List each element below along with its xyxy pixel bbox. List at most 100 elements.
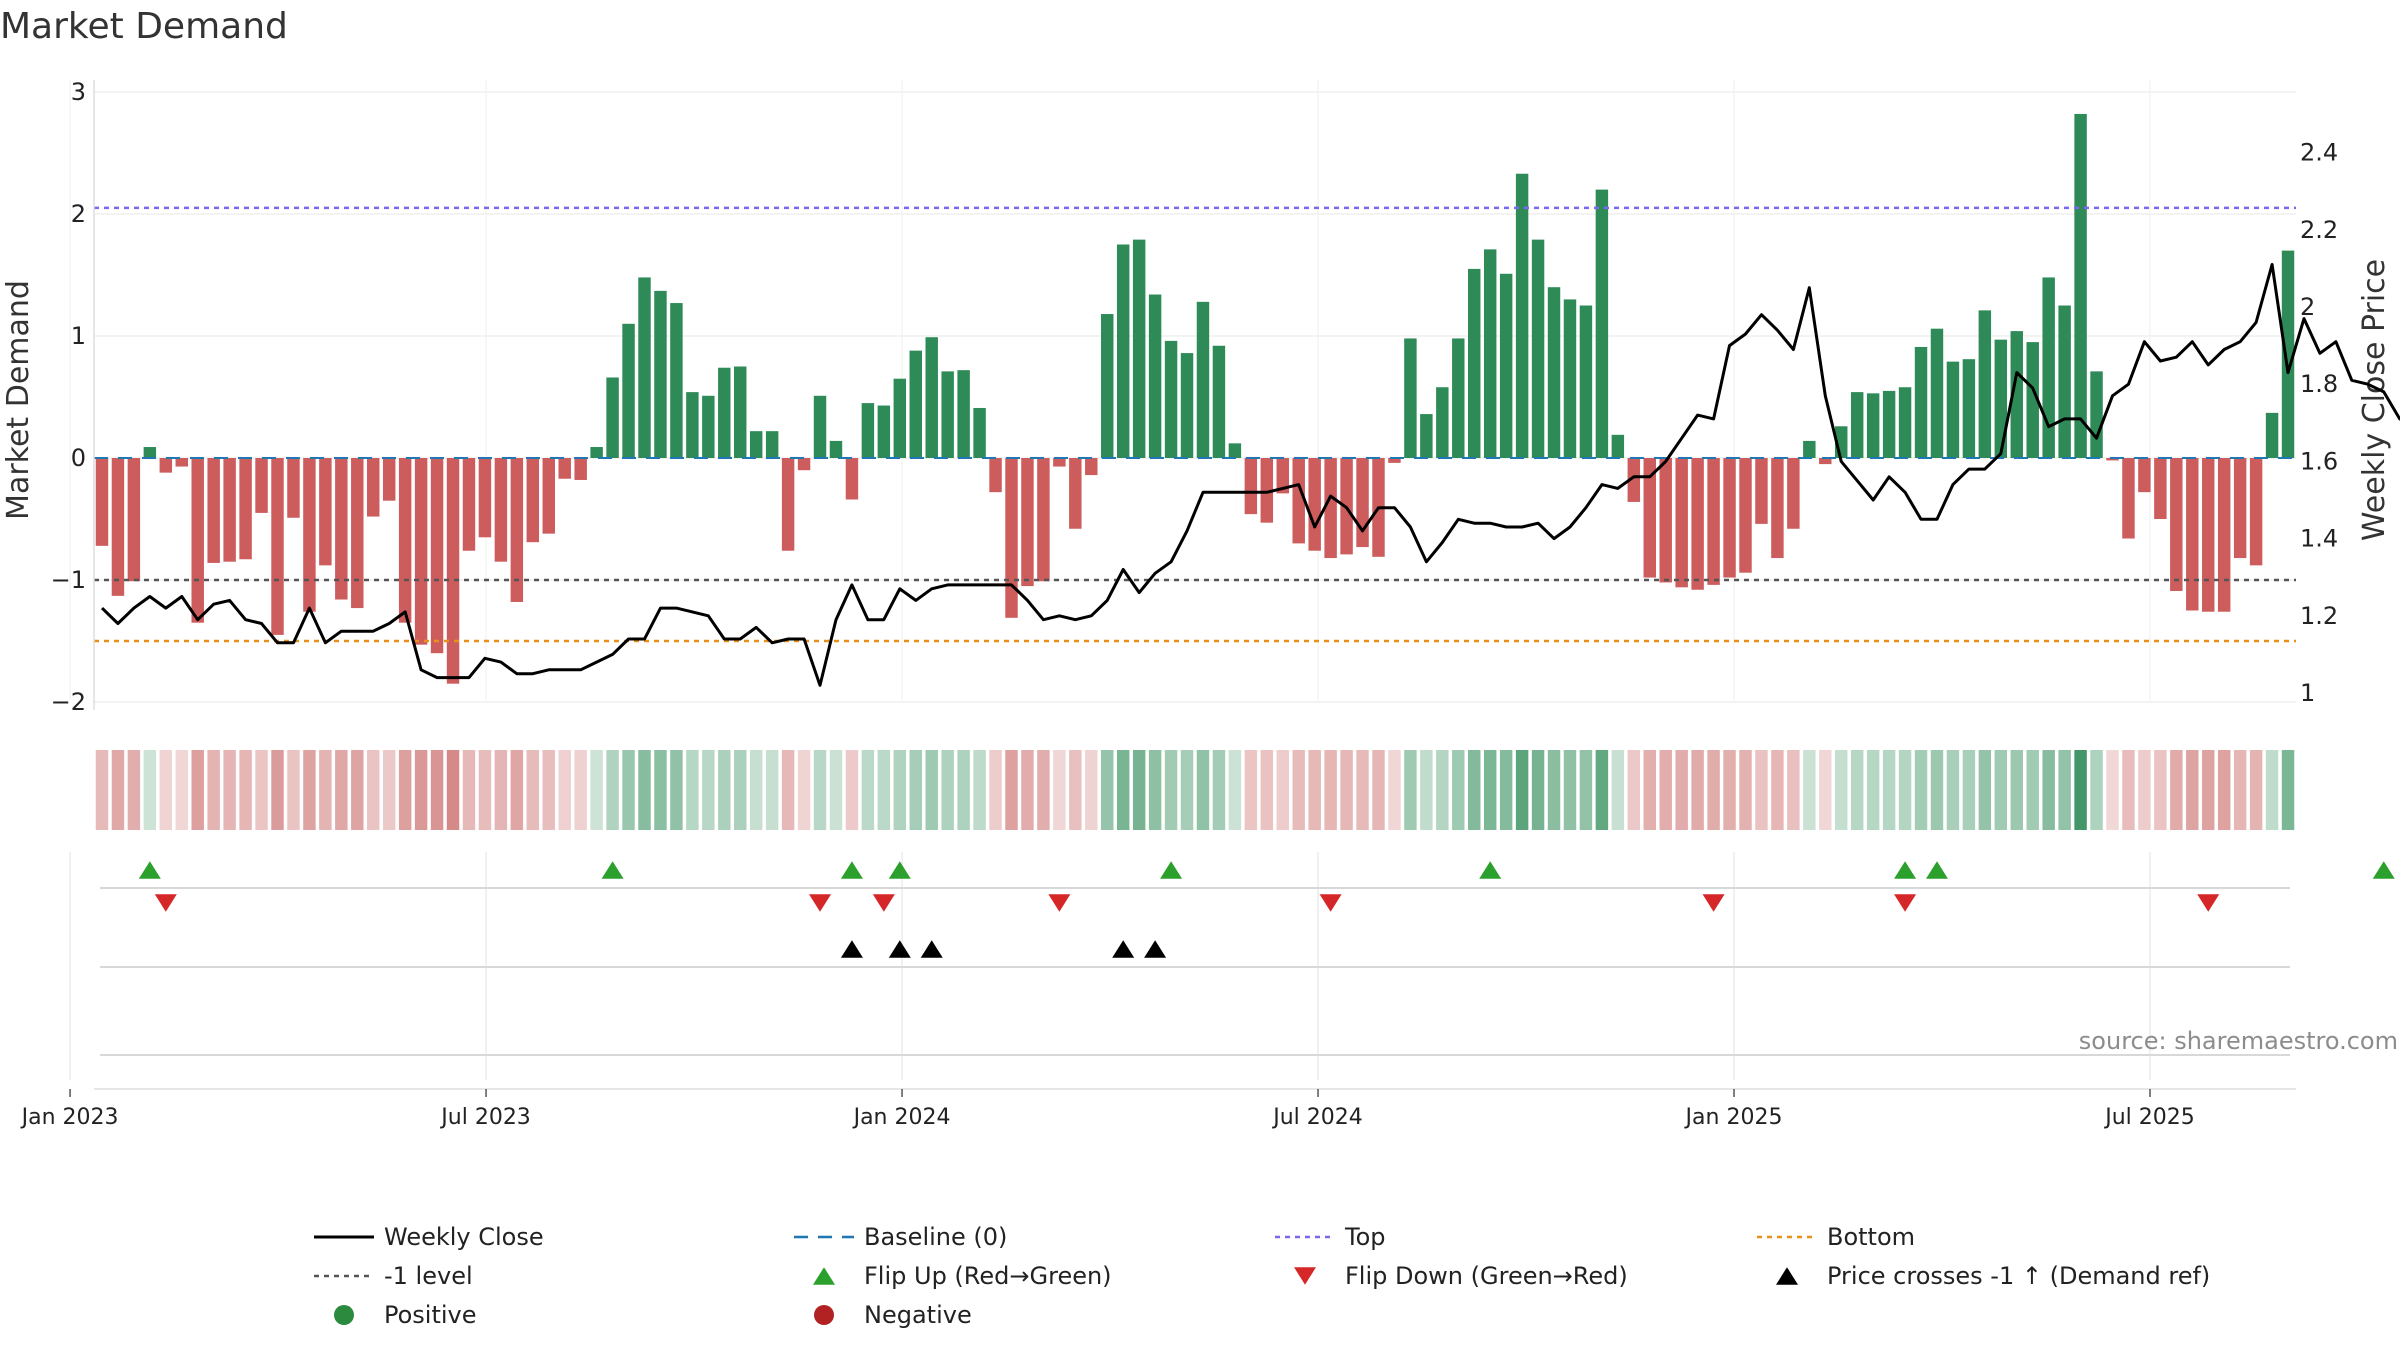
legend-label: Weekly Close bbox=[384, 1223, 544, 1251]
demand-bar-negative bbox=[1260, 458, 1274, 523]
y2-tick-label: 1.8 bbox=[2300, 370, 2338, 398]
demand-bar-positive bbox=[622, 323, 635, 458]
heat-cell bbox=[941, 750, 954, 830]
heat-cell bbox=[877, 750, 891, 830]
heat-cell bbox=[1404, 750, 1417, 830]
heat-cell bbox=[1053, 750, 1066, 830]
demand-bar-positive bbox=[1563, 299, 1577, 458]
demand-bar-positive bbox=[1994, 339, 2008, 458]
demand-bar-negative bbox=[2170, 458, 2183, 591]
heat-cell bbox=[749, 750, 763, 830]
heat-cell bbox=[1819, 750, 1832, 830]
heat-cell bbox=[1292, 750, 1305, 830]
heat-cell bbox=[2249, 750, 2263, 830]
price-cross-marker bbox=[840, 940, 863, 958]
demand-bar-positive bbox=[718, 367, 731, 458]
heat-cell bbox=[1164, 750, 1178, 830]
heat-cell bbox=[319, 750, 332, 830]
heat-cell bbox=[1085, 750, 1098, 830]
heat-cell bbox=[1723, 750, 1736, 830]
heat-cell bbox=[271, 750, 284, 830]
heat-cell bbox=[1436, 750, 1449, 830]
price-cross-marker bbox=[1112, 940, 1135, 958]
chart-title: Market Demand bbox=[0, 6, 288, 47]
demand-bar-negative bbox=[287, 458, 300, 518]
heat-cell bbox=[1739, 750, 1752, 830]
demand-bar-positive bbox=[1228, 443, 1242, 458]
heat-cell bbox=[287, 750, 300, 830]
heat-cell bbox=[2010, 750, 2023, 830]
heat-cell bbox=[734, 750, 747, 830]
demand-bar-negative bbox=[2106, 458, 2119, 461]
x-tick-label: Jan 2023 bbox=[20, 1105, 119, 1130]
heat-cell bbox=[2106, 750, 2119, 830]
heat-cell bbox=[1452, 750, 1465, 830]
demand-bar-negative bbox=[1308, 458, 1321, 551]
demand-bar-negative bbox=[1627, 458, 1641, 502]
heat-cell bbox=[893, 750, 907, 830]
demand-bar-positive bbox=[813, 395, 827, 458]
legend-label: Top bbox=[1344, 1223, 1386, 1251]
demand-bar-negative bbox=[1819, 458, 1832, 465]
demand-bar-positive bbox=[1132, 239, 1146, 458]
demand-bar-negative bbox=[319, 458, 332, 566]
demand-bar-positive bbox=[749, 431, 763, 458]
demand-bar-negative bbox=[2122, 458, 2135, 539]
demand-bar-positive bbox=[1196, 301, 1210, 458]
heat-cell bbox=[1563, 750, 1577, 830]
heat-cell bbox=[1116, 750, 1130, 830]
heat-cell bbox=[797, 750, 811, 830]
heat-cell bbox=[1340, 750, 1353, 830]
heat-cell bbox=[1787, 750, 1800, 830]
demand-bar-positive bbox=[1898, 387, 1912, 458]
demand-heat-strip bbox=[95, 750, 2295, 830]
flip-down-marker bbox=[154, 894, 177, 912]
heat-cell bbox=[638, 750, 651, 830]
demand-bar-negative bbox=[159, 458, 173, 473]
y-tick-label: 2 bbox=[71, 200, 86, 228]
heat-cell bbox=[1148, 750, 1162, 830]
heat-cell bbox=[159, 750, 173, 830]
heat-cell bbox=[1180, 750, 1194, 830]
heat-cell bbox=[494, 750, 508, 830]
price-cross-marker bbox=[920, 940, 943, 958]
demand-bar-negative bbox=[1021, 458, 1034, 587]
heat-cell bbox=[2042, 750, 2055, 830]
demand-bar-positive bbox=[957, 370, 970, 458]
heat-cell bbox=[1132, 750, 1146, 830]
legend-label: -1 level bbox=[384, 1262, 473, 1290]
flip-down-marker bbox=[2197, 894, 2220, 912]
heat-cell bbox=[1707, 750, 1720, 830]
demand-bar-negative bbox=[2217, 458, 2231, 612]
heat-cell bbox=[2186, 750, 2199, 830]
demand-bar-positive bbox=[1116, 244, 1130, 458]
demand-bar-negative bbox=[271, 458, 284, 635]
demand-bar-positive bbox=[941, 371, 954, 458]
heat-cell bbox=[1611, 750, 1625, 830]
heat-cell bbox=[175, 750, 188, 830]
heat-cell bbox=[1898, 750, 1912, 830]
demand-bar-negative bbox=[1739, 458, 1752, 573]
heat-cell bbox=[1930, 750, 1944, 830]
y2-tick-label: 1.6 bbox=[2300, 447, 2338, 475]
heat-cell bbox=[127, 750, 141, 830]
heat-cell bbox=[558, 750, 571, 830]
legend-item: Baseline (0) bbox=[794, 1223, 1007, 1251]
y2-axis-label: Weekly Close Price bbox=[2357, 259, 2392, 541]
demand-bar-positive bbox=[1930, 328, 1944, 458]
demand-bar-negative bbox=[127, 458, 141, 582]
demand-bar-positive bbox=[1850, 392, 1864, 458]
demand-bar-negative bbox=[510, 458, 524, 602]
heat-cell bbox=[303, 750, 316, 830]
heat-cell bbox=[781, 750, 795, 830]
demand-bar-negative bbox=[382, 458, 396, 501]
demand-bar-positive bbox=[1803, 440, 1816, 458]
heat-cell bbox=[718, 750, 731, 830]
flip-down-marker bbox=[1894, 894, 1917, 912]
heat-cell bbox=[989, 750, 1002, 830]
heat-cell bbox=[686, 750, 699, 830]
heat-cell bbox=[335, 750, 348, 830]
legend-label: Baseline (0) bbox=[864, 1223, 1007, 1251]
demand-bar-positive bbox=[1595, 189, 1609, 458]
demand-bar-negative bbox=[1069, 458, 1082, 529]
